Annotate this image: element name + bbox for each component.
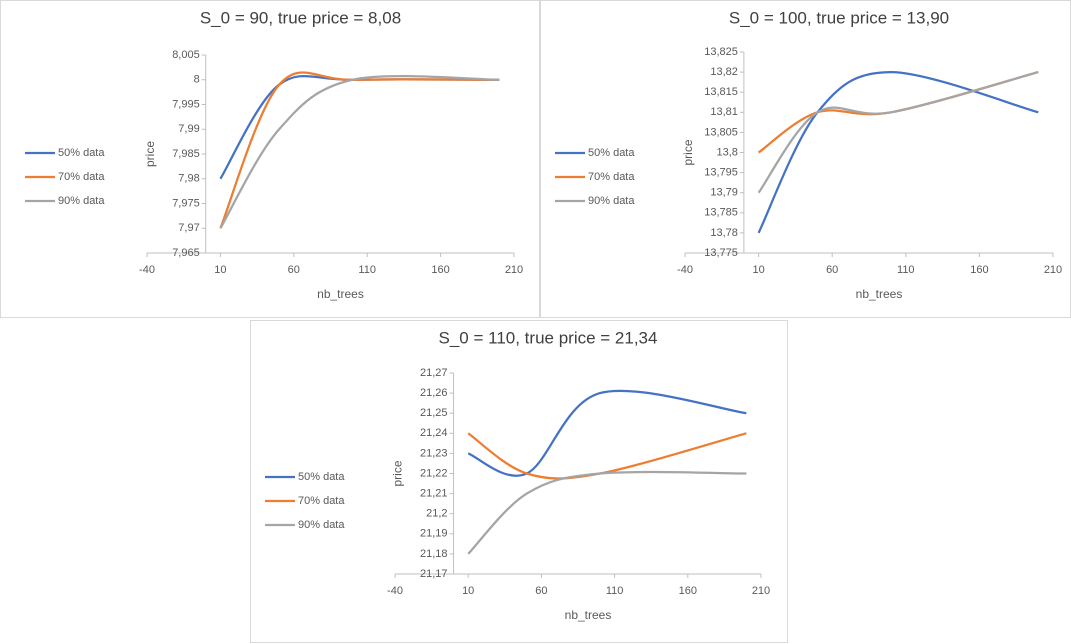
legend-label: 50% data bbox=[298, 471, 345, 483]
series-line bbox=[757, 71, 1039, 194]
legend-label: 70% data bbox=[58, 171, 105, 183]
x-tick-label: 10 bbox=[462, 585, 474, 597]
x-tick-label: 60 bbox=[826, 264, 838, 276]
chart-border bbox=[540, 0, 1071, 318]
y-tick-label: 7,975 bbox=[172, 197, 200, 209]
chart-title: S_0 = 90, true price = 8,08 bbox=[200, 8, 401, 27]
y-tick-label: 13,815 bbox=[704, 86, 738, 98]
y-tick-label: 13,785 bbox=[704, 207, 738, 219]
x-axis-title: nb_trees bbox=[565, 608, 612, 622]
chart-border bbox=[250, 320, 788, 643]
legend-label: 90% data bbox=[298, 519, 345, 531]
y-tick-label: 13,805 bbox=[704, 126, 738, 138]
x-tick-label: 110 bbox=[897, 264, 915, 276]
x-tick-label: 10 bbox=[214, 264, 226, 276]
series-line bbox=[757, 70, 1039, 234]
x-tick-label: 10 bbox=[752, 264, 764, 276]
series-line bbox=[219, 74, 500, 229]
y-tick-label: 7,965 bbox=[172, 247, 200, 259]
chart-border bbox=[0, 0, 540, 318]
y-tick-label: 7,995 bbox=[172, 98, 200, 110]
y-tick-label: 8 bbox=[194, 74, 200, 86]
y-tick-label: 21,19 bbox=[420, 528, 448, 540]
y-tick-label: 13,795 bbox=[704, 167, 738, 179]
y-tick-label: 7,97 bbox=[178, 222, 199, 234]
y-tick-label: 21,2 bbox=[426, 508, 447, 520]
x-tick-label: 210 bbox=[505, 264, 523, 276]
chart-title: S_0 = 100, true price = 13,90 bbox=[729, 8, 949, 27]
series-line bbox=[467, 470, 747, 555]
y-tick-label: 7,985 bbox=[172, 148, 200, 160]
y-tick-label: 21,26 bbox=[420, 387, 448, 399]
x-tick-label: -40 bbox=[139, 264, 155, 276]
y-axis-title: price bbox=[143, 141, 157, 167]
y-tick-label: 21,17 bbox=[420, 568, 448, 580]
legend-label: 70% data bbox=[588, 171, 635, 183]
series-line bbox=[219, 71, 500, 229]
legend-label: 70% data bbox=[298, 495, 345, 507]
y-tick-label: 7,99 bbox=[178, 123, 199, 135]
y-tick-label: 13,82 bbox=[710, 66, 738, 78]
y-tick-label: 21,25 bbox=[420, 407, 448, 419]
y-tick-label: 21,24 bbox=[420, 427, 448, 439]
legend-label: 50% data bbox=[588, 147, 635, 159]
y-tick-label: 13,825 bbox=[704, 46, 738, 58]
chart: S_0 = 90, true price = 8,08 7,965 7,97 7,97… bbox=[0, 0, 540, 318]
x-tick-label: -40 bbox=[387, 585, 403, 597]
legend-label: 90% data bbox=[588, 195, 635, 207]
legend-label: 50% data bbox=[58, 147, 105, 159]
x-axis-title: nb_trees bbox=[856, 287, 903, 301]
y-tick-label: 8,005 bbox=[172, 49, 200, 61]
chart-title: S_0 = 110, true price = 21,34 bbox=[439, 328, 658, 347]
y-tick-label: 13,8 bbox=[716, 146, 737, 158]
x-tick-label: 160 bbox=[679, 585, 697, 597]
y-axis-title: price bbox=[681, 139, 695, 165]
x-axis-title: nb_trees bbox=[317, 287, 364, 301]
y-tick-label: 21,21 bbox=[420, 488, 448, 500]
y-tick-label: 13,81 bbox=[710, 106, 738, 118]
x-tick-label: 160 bbox=[431, 264, 449, 276]
x-tick-label: 110 bbox=[358, 264, 376, 276]
y-tick-label: 13,775 bbox=[704, 247, 738, 259]
y-axis-title: price bbox=[391, 460, 405, 486]
y-tick-label: 13,78 bbox=[710, 227, 738, 239]
x-tick-label: 110 bbox=[606, 585, 624, 597]
x-tick-label: 160 bbox=[970, 264, 988, 276]
x-tick-label: 210 bbox=[752, 585, 770, 597]
x-tick-label: 60 bbox=[535, 585, 547, 597]
chart: S_0 = 100, true price = 13,90 13,775 13,78… bbox=[540, 0, 1071, 318]
y-tick-label: 21,22 bbox=[420, 467, 448, 479]
y-tick-label: 21,18 bbox=[420, 548, 448, 560]
y-tick-label: 21,23 bbox=[420, 447, 448, 459]
y-tick-label: 13,79 bbox=[710, 187, 738, 199]
series-line bbox=[467, 389, 747, 477]
y-tick-label: 21,27 bbox=[420, 367, 448, 379]
y-tick-label: 7,98 bbox=[178, 173, 199, 185]
chart: S_0 = 110, true price = 21,34 21,17 21,18 2… bbox=[250, 320, 788, 643]
x-tick-label: -40 bbox=[677, 264, 693, 276]
legend-label: 90% data bbox=[58, 195, 105, 207]
x-tick-label: 60 bbox=[288, 264, 300, 276]
x-tick-label: 210 bbox=[1044, 264, 1062, 276]
